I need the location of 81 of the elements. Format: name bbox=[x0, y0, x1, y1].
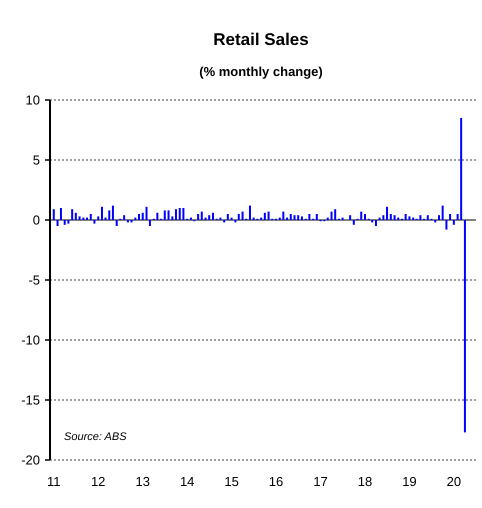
bar bbox=[408, 216, 410, 220]
bar bbox=[93, 220, 96, 224]
bar bbox=[308, 214, 310, 220]
bar bbox=[330, 212, 333, 220]
bar bbox=[464, 220, 466, 432]
bar bbox=[146, 206, 148, 220]
bar bbox=[182, 208, 184, 220]
bar bbox=[123, 215, 126, 220]
bar bbox=[360, 212, 362, 220]
bar bbox=[352, 220, 355, 225]
bar bbox=[97, 216, 100, 220]
bar bbox=[67, 220, 70, 224]
bar bbox=[90, 214, 92, 220]
bar bbox=[174, 209, 177, 220]
y-tick-label: 10 bbox=[26, 92, 40, 108]
bar bbox=[238, 214, 240, 220]
bar bbox=[264, 212, 266, 220]
bar bbox=[138, 214, 140, 220]
x-tick-label: 15 bbox=[224, 474, 239, 489]
bar bbox=[452, 220, 455, 225]
bar bbox=[334, 209, 336, 220]
bar bbox=[71, 209, 74, 220]
bar bbox=[156, 212, 158, 220]
bar bbox=[300, 216, 303, 220]
bar bbox=[426, 215, 429, 220]
bar bbox=[394, 215, 396, 220]
x-tick-label: 13 bbox=[136, 474, 150, 489]
y-tick-label: 5 bbox=[32, 152, 40, 168]
bar bbox=[316, 214, 318, 220]
bar bbox=[112, 206, 114, 220]
bar bbox=[294, 215, 296, 220]
bar bbox=[248, 206, 251, 220]
bar bbox=[449, 214, 452, 220]
bar bbox=[178, 208, 181, 220]
bar bbox=[116, 220, 118, 226]
x-tick-label: 18 bbox=[358, 474, 372, 489]
bar bbox=[460, 118, 462, 220]
chart-subtitle: (% monthly change) bbox=[199, 64, 323, 79]
bar bbox=[442, 206, 444, 220]
bar bbox=[386, 206, 388, 220]
x-tick-label: 17 bbox=[313, 474, 328, 489]
bar bbox=[212, 212, 214, 220]
x-tick-label: 11 bbox=[47, 474, 61, 489]
bar bbox=[364, 214, 366, 220]
x-tick-label: 14 bbox=[180, 474, 194, 489]
bar bbox=[242, 212, 244, 220]
y-tick-label: -20 bbox=[21, 452, 40, 468]
bar bbox=[56, 220, 59, 226]
bar bbox=[282, 212, 284, 220]
x-tick-label: 20 bbox=[446, 474, 462, 489]
bar bbox=[60, 208, 62, 220]
bar bbox=[208, 215, 210, 220]
annotation: Source: ABS bbox=[64, 431, 128, 443]
y-tick-label: -10 bbox=[21, 332, 40, 348]
bar bbox=[197, 214, 200, 220]
bar bbox=[419, 215, 422, 220]
bar bbox=[168, 210, 170, 220]
bar bbox=[148, 220, 151, 226]
bar bbox=[349, 215, 352, 220]
chart-title: Retail Sales bbox=[213, 30, 309, 49]
bar bbox=[142, 212, 144, 220]
bar bbox=[226, 214, 229, 220]
x-tick-label: 16 bbox=[268, 474, 284, 489]
bar bbox=[78, 216, 81, 220]
bar bbox=[52, 209, 55, 220]
bar bbox=[268, 212, 270, 220]
bar bbox=[404, 214, 407, 220]
bar bbox=[164, 210, 166, 220]
y-tick-label: -5 bbox=[28, 272, 40, 288]
bar bbox=[374, 220, 377, 226]
bar bbox=[74, 212, 77, 220]
bar bbox=[290, 214, 292, 220]
bar bbox=[297, 215, 300, 220]
bar bbox=[100, 206, 103, 220]
bar bbox=[390, 214, 392, 220]
y-tick-label: -15 bbox=[21, 392, 40, 408]
x-tick-label: 12 bbox=[90, 474, 106, 489]
bar bbox=[445, 220, 448, 230]
bar bbox=[200, 212, 203, 220]
x-tick-label: 19 bbox=[402, 474, 417, 489]
y-tick-label: 0 bbox=[32, 212, 40, 228]
